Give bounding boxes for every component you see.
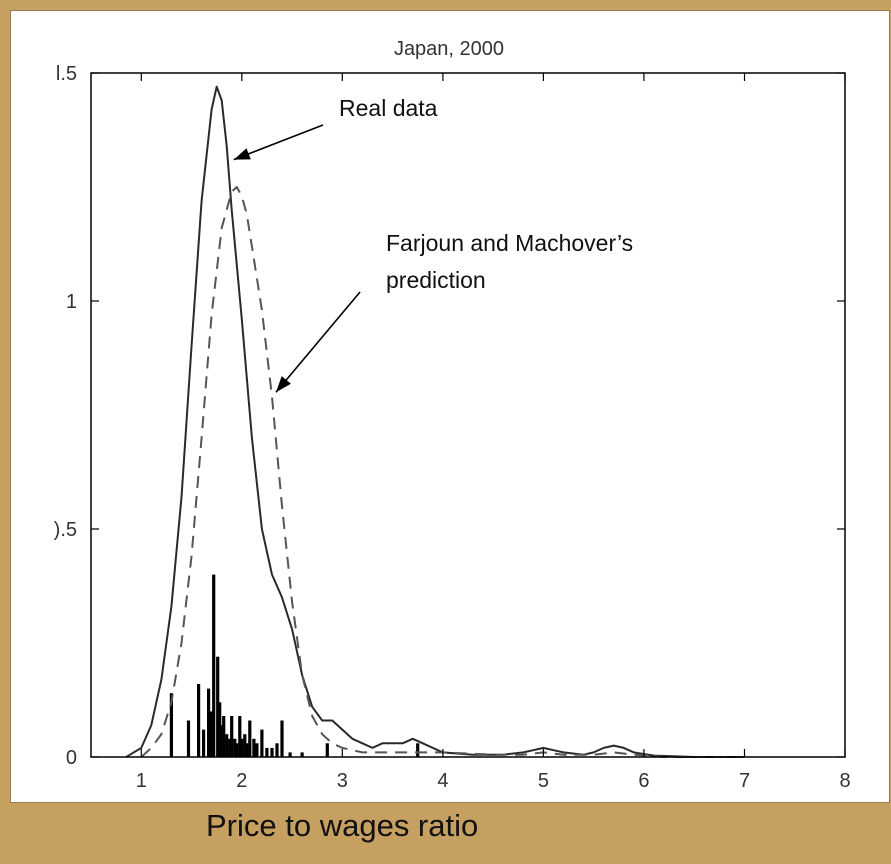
price-bar [169, 693, 173, 757]
annotation-real-data-arrowhead [233, 148, 251, 160]
price-bar [252, 738, 256, 757]
price-bar [197, 684, 201, 757]
annotation-real-data-label: Real data [339, 95, 438, 121]
x-tick-label: 5 [538, 770, 549, 792]
price-bar [207, 688, 211, 757]
series-lines [125, 85, 745, 758]
x-tick-label: 2 [236, 770, 247, 792]
annotation-prediction-arrow [275, 291, 361, 393]
price-bar [325, 743, 329, 757]
price-bar [270, 747, 274, 757]
price-bar [210, 711, 214, 757]
price-bar [225, 734, 229, 757]
price-bar [416, 743, 420, 757]
price-bar [235, 743, 239, 757]
chart-title: Japan, 2000 [394, 38, 504, 60]
prediction-line [140, 186, 745, 758]
price-bar [265, 747, 269, 757]
price-bar [228, 738, 232, 757]
price-bar [240, 738, 244, 757]
price-bar [230, 716, 234, 757]
real-data-line [125, 85, 745, 758]
price-bar [218, 702, 222, 757]
x-tick-label: 4 [437, 770, 448, 792]
price-bar [216, 656, 220, 757]
plot-frame [90, 72, 846, 758]
price-bar [300, 752, 304, 757]
x-tick-label: 1 [136, 770, 147, 792]
y-tick-label: 1 [66, 291, 77, 313]
y-axis-tick-labels: 0 ).5 1 l.5 [54, 63, 77, 769]
price-bar [248, 720, 252, 757]
price-bar [233, 738, 237, 757]
annotation-prediction-arrowhead [276, 376, 291, 393]
annotation-prediction-label-line-1: Farjoun and Machover’s [386, 230, 633, 256]
price-bar [280, 720, 284, 757]
y-tick-label: l.5 [56, 63, 77, 85]
x-axis-tick-labels: 1 2 3 4 5 6 7 8 [136, 770, 851, 792]
price-bar [255, 743, 259, 757]
price-bar [243, 734, 247, 757]
price-bar [202, 729, 206, 757]
price-bar [288, 752, 292, 757]
annotation-prediction: Farjoun and Machover’s prediction [275, 230, 633, 393]
annotation-prediction-label-line-2: prediction [386, 267, 486, 293]
price-bar [220, 725, 224, 757]
price-bar [275, 743, 279, 757]
price-bar [186, 720, 191, 757]
slide-caption: Price to wages ratio [206, 808, 479, 843]
price-bar [238, 716, 242, 757]
y-tick-label: ).5 [54, 519, 77, 541]
annotation-real-data-arrow [233, 124, 324, 161]
y-tick-label: 0 [66, 747, 77, 769]
x-tick-label: 8 [839, 770, 850, 792]
x-tick-label: 3 [337, 770, 348, 792]
axis-ticks [91, 72, 846, 758]
price-bar [245, 743, 249, 757]
price-bar [260, 729, 264, 757]
price-bar [222, 716, 226, 757]
x-tick-label: 7 [739, 770, 750, 792]
annotation-real-data: Real data [233, 95, 438, 161]
x-tick-label: 6 [638, 770, 649, 792]
price-bar [212, 574, 216, 757]
price-bars [169, 574, 420, 757]
